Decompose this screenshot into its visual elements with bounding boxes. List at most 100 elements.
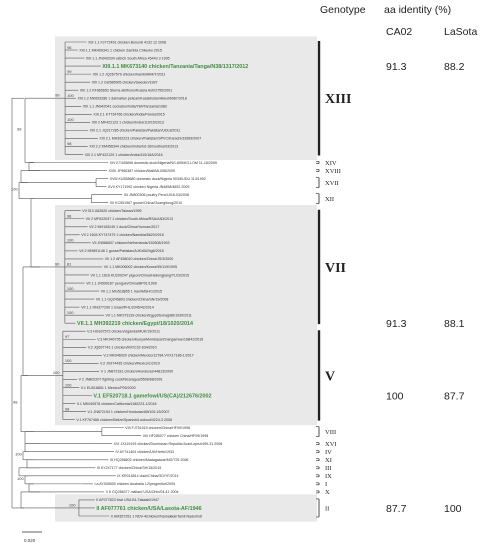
- highlighted-strain-label: V.1 EF520718.1 gamefowl/US(CA)/212676/20…: [93, 393, 211, 399]
- bootstrap-label: 100: [67, 93, 74, 98]
- bootstrap-label: 99: [55, 93, 60, 98]
- bootstrap-label: 100: [17, 476, 24, 481]
- strain-label: XIII 2.1 JQ217285 chicken/Pakistan/Pakis…: [90, 129, 181, 133]
- strain-label: XIII 1.2 KF865652 Sterna albifrons/Russi…: [80, 89, 172, 93]
- strain-label: IX KR014814 duck/China/GD/YF/2014: [117, 474, 178, 478]
- genotype-label-ii: II: [325, 505, 329, 512]
- strain-label: XIII.2.1 KT734766 chicken/India/Pandu/20…: [93, 113, 164, 117]
- bootstrap-label: 96: [67, 45, 72, 50]
- genotype-label-ix: IX: [325, 473, 332, 480]
- ca02-identity-value: 87.7: [386, 503, 407, 515]
- strain-label: XIII 1.1 FJ772491 chicken Burundi 4132 1…: [88, 40, 166, 44]
- strain-label: VII 1.1 JN599167 penguin/China/BP01/1999: [86, 281, 157, 285]
- strain-label: V 2 JN802207 fighting cock/Nicaragua/550…: [79, 378, 163, 382]
- strain-label: XIII 1.2 JQ267579 chicken/Iran/EMM4/T/20…: [93, 72, 166, 76]
- strain-label: VII 2 MH105249 1 duck/China/Yunnan/2017: [89, 225, 159, 229]
- strain-label: V.2 JX974435 chicken/Mexico/1/2010: [100, 362, 160, 366]
- genotype-label-i: I: [325, 481, 327, 488]
- scale-bar-label: 0.020: [24, 538, 36, 543]
- strain-label: XII KC551967 goose/China/Guangdong/2010: [110, 201, 182, 205]
- strain-label: VII 1.1 MK973139 chicken/Egypt/Sohag/86/…: [106, 313, 192, 317]
- lasota-identity-value: 88.1: [444, 318, 465, 330]
- strain-label: XIII 1.2 MK693286 1 dalmatian pelican/Ka…: [77, 97, 186, 101]
- genotype-label-vii: VII: [325, 261, 346, 276]
- strain-label: VII 2 1604 KY747479 1 chicken/Namibia/56…: [81, 233, 164, 237]
- genotype-label-xi: XI: [325, 457, 332, 464]
- bootstrap-label: 97: [65, 334, 70, 339]
- bootstrap-label: 98: [13, 400, 18, 405]
- strain-label: VII 1.1 MK006002 chicken/Korea/95/119/19…: [104, 265, 177, 269]
- genotype-label-xvi: XVI: [325, 441, 337, 448]
- strain-label: XVII KY171992 chicken Nigeria JN4858/489…: [108, 185, 190, 189]
- ca02-identity-value: 91.3: [386, 318, 407, 330]
- strain-label: V.3 HG937572 chicken/Uganda/MUK/19/2011: [87, 330, 160, 334]
- genotype-label-x: X: [325, 489, 330, 496]
- strain-label: VII 913 U62620 chicken/Taiwan/1995: [82, 209, 141, 213]
- genotype-label-xvii: XVII: [325, 180, 339, 187]
- bootstrap-label: 100: [67, 286, 74, 291]
- strain-label: XVIII JF966387 chicken/Mali/ML008/2009: [109, 169, 176, 173]
- bootstrap-label: 99: [67, 69, 72, 74]
- strain-label: I.a AY935500 chicken Australia I-2/proge…: [95, 482, 176, 486]
- genotype-label-xviii: XVIII: [325, 168, 341, 175]
- genotype-label-iii: III: [325, 465, 332, 472]
- strain-label: VII 1.1 1616 KU200247 pigeon/China/Heilo…: [91, 273, 190, 277]
- strain-label: XIII 1.1 MK409341 1 chicken Zambia Chiwo…: [79, 48, 162, 52]
- strain-label: III KY247177 chicken/China/SH/15/2015: [97, 466, 161, 470]
- strain-label: XIII 2.1 MF422129 1 chicken/India/410/16…: [85, 153, 163, 157]
- strain-label: XIII 1.1 JN942041 cockatoo/India/784/Tan…: [83, 105, 167, 109]
- strain-label: VII 1.1 GQ245803 chicken/China/SN/19/200…: [96, 297, 169, 301]
- strain-label: V 1 JN872181 chicken/Honduras/44813/2000: [101, 370, 174, 374]
- lasota-identity-value: 88.2: [444, 61, 465, 73]
- bootstrap-label: 100: [53, 370, 60, 375]
- strain-label: V.1 EU518851 1 Mexico/P05/2000: [81, 386, 136, 390]
- strain-label: V.2 JQ697743 1 chicken/MX/C32-634/2010: [88, 346, 157, 350]
- bootstrap-label: 90: [55, 261, 60, 266]
- strain-label: II HM357251 1 NDV-4/chicken/Namakkal/Tam…: [111, 514, 202, 518]
- bootstrap-label: 100: [65, 382, 72, 387]
- bootstrap-label: 81: [67, 262, 72, 267]
- strain-label: VII JN986837 chicken/Netherlands/152608/…: [92, 241, 169, 245]
- bootstrap-label: 100: [65, 358, 72, 363]
- highlighted-strain-label: II AF077761 chicken/USA/Lasota-AF/1946: [96, 506, 201, 512]
- highlighted-strain-label: VII.1.1 MH392219 chicken/Egypt/18/1020/2…: [77, 321, 193, 327]
- genotype-label-xii: XII: [325, 196, 334, 203]
- strain-label: V.1 KF767466 chicken/Belize/Spanish/Look…: [76, 418, 172, 422]
- strain-label: XIII 2.2 KM456344 chicken/India/hd-16/Go…: [89, 145, 178, 149]
- bootstrap-label: 98: [67, 141, 72, 146]
- bootstrap-label: 98: [65, 406, 70, 411]
- strain-label: XIII 1.2 GU585905 chicken/Sweden/1997: [92, 80, 158, 84]
- bootstrap-label: 98: [17, 126, 22, 131]
- genotype-label-xiv: XIV: [325, 160, 337, 167]
- lasota-identity-value: 87.7: [444, 390, 465, 402]
- lasota-column-header: LaSota: [444, 26, 478, 38]
- ca02-identity-value: 100: [386, 390, 404, 402]
- strain-label: XVIII KU558680 domestic duck/Nigeria 903…: [110, 177, 206, 181]
- strain-label: XVI JX119193 chicken/Dominican Republic/…: [114, 442, 223, 446]
- highlighted-strain-label: XIII.1.1 MK673140 chicken/Tanzania/Tanga…: [102, 64, 248, 70]
- bootstrap-label: 100: [69, 502, 76, 507]
- strain-label: VII 2 MF622047 1 chicken/South Africa/RS…: [86, 217, 174, 221]
- strain-label: XIV KT445896 domestic duck/Nigeria/NG-69…: [110, 161, 217, 165]
- bootstrap-label: 100: [67, 117, 74, 122]
- strain-label: VII 1.1 MH377290 1 Israel/PHL/2045/42/20…: [81, 305, 154, 309]
- clade-shading-v: [55, 325, 317, 426]
- bootstrap-label: 100: [11, 187, 18, 192]
- strain-label: VII 1.2 AF458010 chicken/China/JS/3/2000: [105, 257, 174, 261]
- strain-label: II AF077823 fowl USA B1-Takaaki/1947: [96, 498, 159, 502]
- aa-identity-header: aa identity (%): [384, 4, 452, 16]
- ca02-identity-value: 91.3: [386, 61, 407, 73]
- strain-label: VII 2 MH891146 1 goose/Pakistan/AJK/AW/4…: [79, 249, 164, 253]
- strain-label: V.1 JN872194 1 chicken/Honduras/AW109-15…: [87, 410, 169, 414]
- bootstrap-label: 98: [67, 214, 72, 219]
- strain-label: V.1 MK040578 chicken/California/1180223-…: [77, 402, 157, 406]
- bootstrap-label: 100: [67, 238, 74, 243]
- ca02-column-header: CA02: [386, 26, 413, 38]
- strain-label: V.2 MK046920 chicken/Mexico/12784,VVX171…: [103, 354, 193, 358]
- bootstrap-label: 100: [67, 310, 74, 315]
- strain-label: XIII 2.1 MH392223 chicken/Pakistan/SPVC/…: [99, 137, 201, 141]
- genotype-label-xiii: XIII: [325, 92, 351, 107]
- strain-label: IV AY741404 chicken/UK/Herts/1933: [115, 450, 173, 454]
